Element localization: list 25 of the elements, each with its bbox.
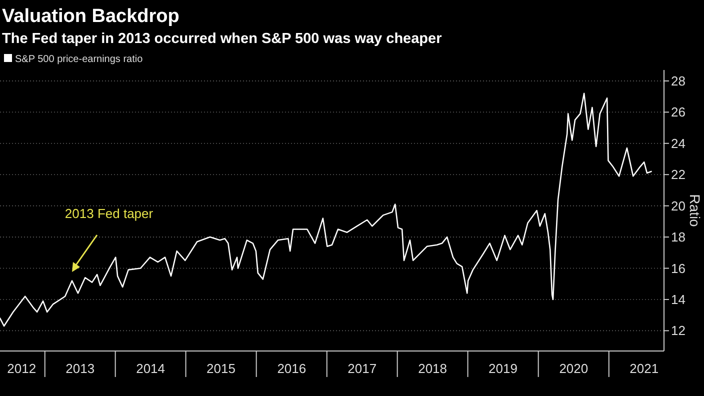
y-tick-label: 20 [671, 198, 686, 214]
y-tick-label: 16 [671, 260, 686, 276]
line-series [0, 92, 652, 327]
y-tick-label: 28 [671, 73, 686, 88]
legend-label: S&P 500 price-earnings ratio [15, 54, 144, 65]
x-tick-label: 2021 [630, 361, 659, 376]
annotation: 2013 Fed taper [64, 206, 154, 221]
y-axis-title: Ratio [687, 194, 703, 228]
y-tick-label: 24 [671, 136, 686, 151]
x-tick-label: 2018 [418, 361, 448, 376]
y-tick-label: 14 [671, 292, 686, 307]
y-tick-label: 12 [671, 323, 686, 338]
chart-title: Valuation Backdrop [2, 6, 180, 27]
x-tick-label: 2012 [7, 361, 36, 376]
x-tick-label: 2015 [206, 361, 236, 376]
x-tick-label: 2014 [136, 361, 166, 376]
x-tick-label: 2020 [559, 361, 588, 376]
y-tick-label: 26 [671, 104, 686, 120]
y-tick-label: 18 [671, 230, 686, 245]
chart-subtitle: The Fed taper in 2013 occurred when S&P 500 was way cheaper [2, 31, 442, 47]
x-tick-label: 2013 [66, 361, 95, 376]
x-tick-label: 2017 [348, 361, 377, 376]
x-tick-label: 2019 [488, 361, 518, 376]
y-tick-label: 22 [671, 167, 686, 182]
x-tick-label: 2016 [277, 361, 306, 376]
